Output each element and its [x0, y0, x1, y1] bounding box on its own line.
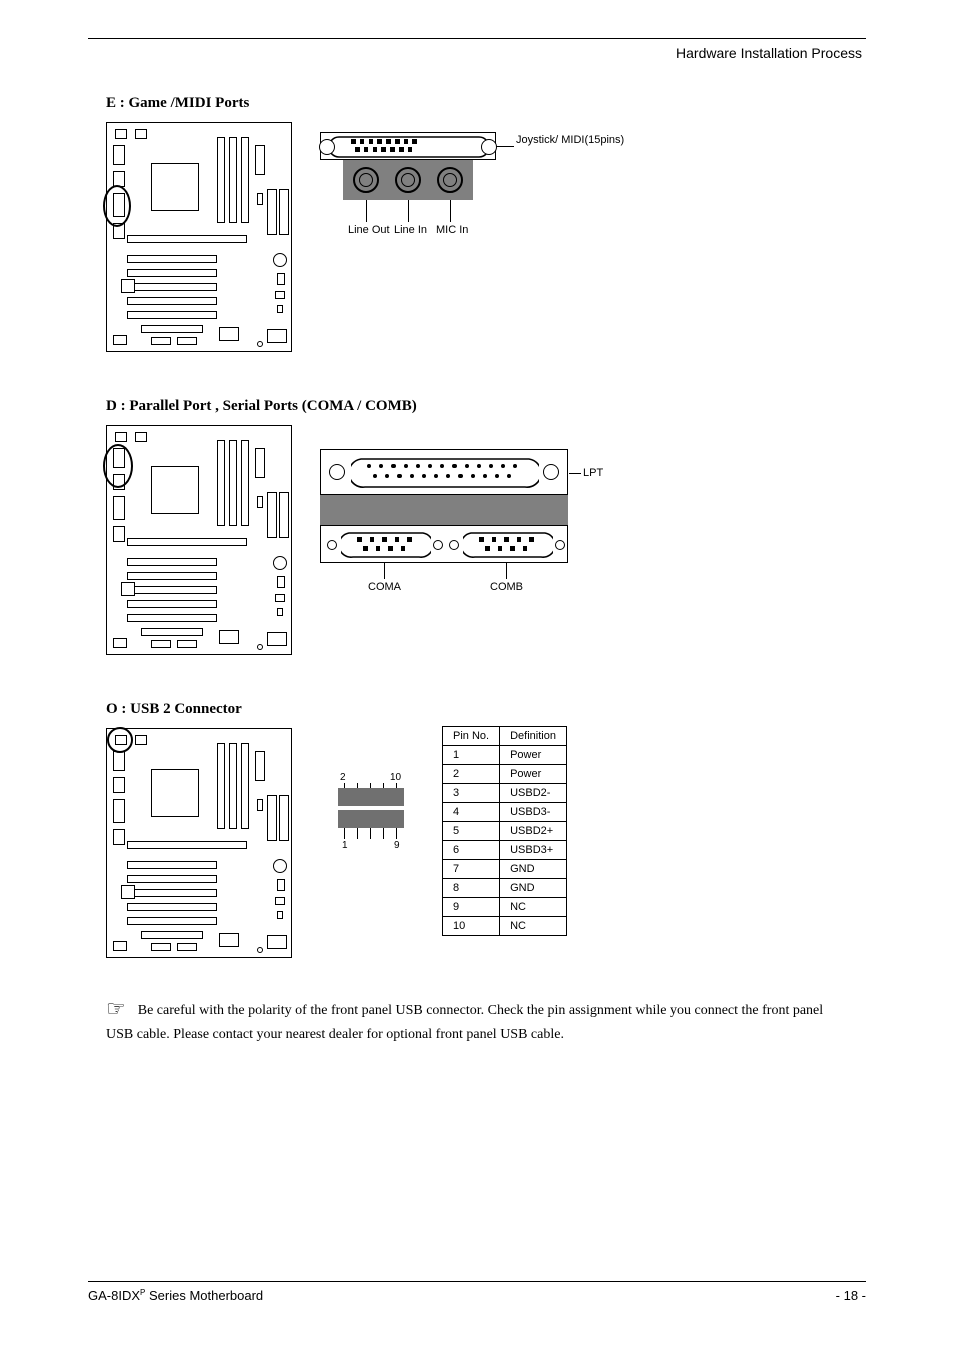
lptcom-block: LPT — [320, 449, 568, 563]
lpt-rect: LPT — [320, 449, 568, 495]
pin-num: 2 — [340, 772, 346, 783]
motherboard-diagram — [106, 425, 292, 655]
motherboard-diagram-wrap — [106, 728, 292, 958]
table-row: 7GND — [443, 860, 567, 879]
motherboard-diagram-wrap — [106, 122, 292, 352]
coma-label: COMA — [368, 581, 401, 593]
table-row: 3USBD2- — [443, 784, 567, 803]
th-pin: Pin No. — [443, 727, 500, 746]
note-paragraph: ☞Be careful with the polarity of the fro… — [106, 990, 848, 1046]
comb-label: COMB — [490, 581, 523, 593]
table-row: 1Power — [443, 746, 567, 765]
footer-right: - 18 - — [836, 1288, 866, 1303]
section-title: O : USB 2 Connector — [106, 701, 866, 718]
jack-label-lineout: Line Out — [348, 224, 390, 236]
locator-circle — [103, 185, 131, 227]
db9-outline-b — [463, 532, 553, 558]
hand-pointing-icon: ☞ — [106, 996, 126, 1021]
pin-num: 9 — [394, 840, 400, 851]
usb-pin-table: Pin No. Definition 1Power 2Power 3USBD2-… — [442, 726, 567, 936]
table-row: 6USBD3+ — [443, 841, 567, 860]
page-footer: GA-8IDXP Series Motherboard - 18 - — [88, 1281, 866, 1303]
locator-circle — [103, 444, 133, 488]
midi-block: Joystick/ MIDI(15pins) Line Out Line In … — [320, 132, 496, 200]
usb-figure: 2 10 1 — [320, 728, 567, 936]
motherboard-diagram-wrap — [106, 425, 292, 655]
table-row: 8GND — [443, 879, 567, 898]
table-row: 9NC — [443, 898, 567, 917]
midi-connector-figure: Joystick/ MIDI(15pins) Line Out Line In … — [320, 132, 496, 200]
section-game-midi: E : Game /MIDI Ports — [88, 95, 866, 352]
footer-left: GA-8IDX — [88, 1288, 140, 1303]
table-row: 2Power — [443, 765, 567, 784]
note-text: Be careful with the polarity of the fron… — [106, 1003, 823, 1042]
com-rect — [320, 525, 568, 563]
pin-num: 1 — [342, 840, 348, 851]
motherboard-diagram — [106, 728, 292, 958]
section-title: D : Parallel Port , Serial Ports (COMA /… — [106, 398, 866, 415]
lpt-label: LPT — [583, 467, 603, 479]
header-rule — [88, 38, 866, 39]
section-row: LPT — [88, 425, 866, 655]
page: Hardware Installation Process E : Game /… — [0, 0, 954, 1351]
section-usb2: O : USB 2 Connector — [88, 701, 866, 1046]
section-lpt-com: D : Parallel Port , Serial Ports (COMA /… — [88, 398, 866, 655]
table-row: 10NC — [443, 917, 567, 936]
db9-outline-a — [341, 532, 431, 558]
jack-label-linein: Line In — [394, 224, 427, 236]
section-title: E : Game /MIDI Ports — [106, 95, 866, 112]
table-row: 4USBD3- — [443, 803, 567, 822]
midi-shell-rect — [320, 132, 496, 160]
footer-sup: P — [140, 1288, 145, 1297]
table-head-row: Pin No. Definition — [443, 727, 567, 746]
header-right-text: Hardware Installation Process — [88, 45, 866, 61]
footer-rule — [88, 1281, 866, 1282]
section-row: 2 10 1 — [88, 728, 866, 958]
motherboard-diagram — [106, 122, 292, 352]
db15-label: Joystick/ MIDI(15pins) — [516, 134, 596, 146]
lpt-com-figure: LPT — [320, 449, 568, 563]
jack-label-micin: MIC In — [436, 224, 468, 236]
lpt-grey-bar — [320, 495, 568, 525]
db25-outline — [351, 458, 539, 488]
section-row: Joystick/ MIDI(15pins) Line Out Line In … — [88, 122, 866, 352]
audio-jack-bar — [343, 160, 473, 200]
locator-circle — [107, 727, 133, 753]
usb-header-drawing: 2 10 1 — [338, 784, 404, 832]
footer-center: Series Motherboard — [149, 1288, 263, 1303]
pin-num: 10 — [390, 772, 401, 783]
th-def: Definition — [500, 727, 567, 746]
table-row: 5USBD2+ — [443, 822, 567, 841]
table-body: 1Power 2Power 3USBD2- 4USBD3- 5USBD2+ 6U… — [443, 746, 567, 936]
